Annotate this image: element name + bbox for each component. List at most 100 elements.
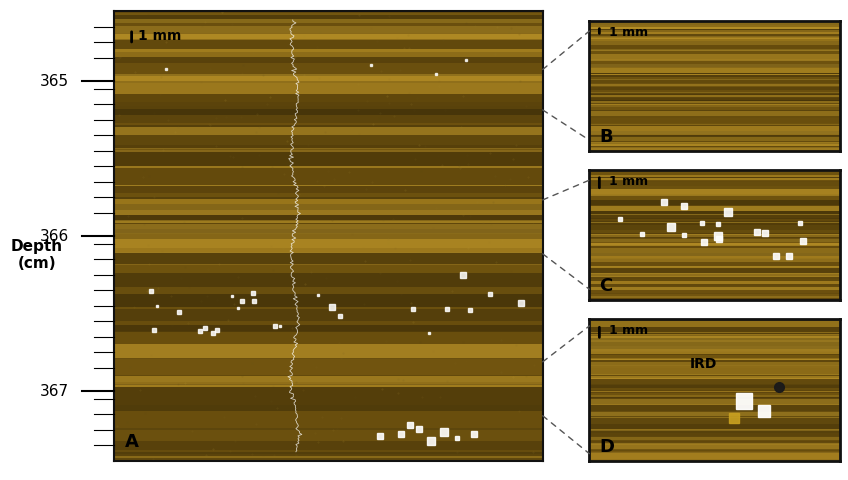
Bar: [589, 112, 840, 117]
Bar: [114, 35, 543, 40]
Bar: [589, 388, 840, 390]
Bar: [589, 411, 840, 412]
Bar: [589, 141, 840, 143]
Bar: [589, 385, 840, 388]
Bar: [114, 454, 543, 456]
Bar: [114, 24, 543, 26]
Bar: [589, 30, 840, 31]
Bar: [589, 243, 840, 245]
Bar: [589, 431, 840, 433]
Bar: [114, 126, 543, 127]
Bar: [589, 216, 840, 219]
Bar: [589, 430, 840, 431]
Bar: [589, 398, 840, 399]
Bar: [589, 233, 840, 235]
Bar: [114, 12, 543, 14]
Bar: [589, 230, 840, 233]
Bar: [114, 322, 543, 325]
Bar: [114, 211, 543, 216]
Bar: [589, 149, 840, 151]
Bar: [589, 94, 840, 95]
Bar: [114, 167, 543, 169]
Text: Depth
(cm): Depth (cm): [10, 238, 63, 271]
Bar: [589, 181, 840, 182]
Text: 1 mm: 1 mm: [610, 324, 649, 336]
Bar: [114, 216, 543, 220]
Bar: [114, 233, 543, 235]
Bar: [589, 267, 840, 268]
Bar: [589, 393, 840, 395]
Bar: [589, 436, 840, 437]
Bar: [589, 49, 840, 51]
Bar: [114, 384, 543, 385]
Bar: [589, 360, 840, 362]
Text: IRD: IRD: [689, 356, 717, 370]
Bar: [589, 222, 840, 223]
Text: D: D: [600, 437, 614, 455]
Bar: [589, 441, 840, 442]
Bar: [589, 274, 840, 276]
Bar: [589, 322, 840, 327]
Bar: [589, 351, 840, 352]
Bar: [589, 212, 840, 214]
Bar: [589, 239, 840, 242]
Bar: [114, 235, 543, 239]
Bar: [589, 352, 840, 353]
Bar: [114, 84, 543, 95]
Bar: [589, 107, 840, 108]
Bar: [114, 378, 543, 383]
Bar: [114, 441, 543, 450]
Bar: [589, 294, 840, 297]
Bar: [589, 215, 840, 216]
Bar: [589, 258, 840, 259]
Bar: [114, 20, 543, 24]
Bar: [114, 309, 543, 322]
Bar: [114, 385, 543, 387]
Bar: [114, 428, 543, 430]
Bar: [589, 175, 840, 176]
Bar: [589, 406, 840, 411]
Bar: [114, 376, 543, 378]
Bar: [589, 65, 840, 68]
Bar: [589, 459, 840, 461]
Bar: [589, 269, 840, 273]
Bar: [114, 41, 543, 50]
Bar: [589, 38, 840, 39]
Bar: [589, 173, 840, 175]
Bar: [114, 82, 543, 84]
Bar: [114, 15, 543, 20]
Bar: [589, 91, 840, 93]
Bar: [589, 144, 840, 145]
Bar: [114, 124, 543, 126]
Bar: [589, 96, 840, 98]
Bar: [589, 170, 840, 173]
Bar: [114, 150, 543, 151]
Bar: [589, 125, 840, 127]
Bar: [589, 249, 840, 253]
Bar: [589, 297, 840, 298]
Bar: [114, 109, 543, 116]
Bar: [589, 78, 840, 80]
Bar: [589, 61, 840, 64]
Bar: [114, 375, 543, 376]
Bar: [589, 374, 840, 376]
Bar: [114, 64, 543, 75]
Bar: [589, 277, 840, 279]
Bar: [589, 127, 840, 132]
Bar: [114, 151, 543, 153]
Bar: [114, 222, 543, 223]
Bar: [589, 347, 840, 349]
Bar: [589, 454, 840, 459]
Bar: [589, 33, 840, 35]
Bar: [589, 365, 840, 366]
Bar: [589, 291, 840, 294]
Bar: [114, 187, 543, 194]
Bar: [589, 99, 840, 100]
Bar: [589, 40, 840, 42]
Bar: [589, 178, 840, 179]
Bar: [589, 22, 840, 23]
Bar: [114, 383, 543, 384]
Bar: [589, 376, 840, 377]
Bar: [589, 197, 840, 200]
Bar: [589, 135, 840, 136]
